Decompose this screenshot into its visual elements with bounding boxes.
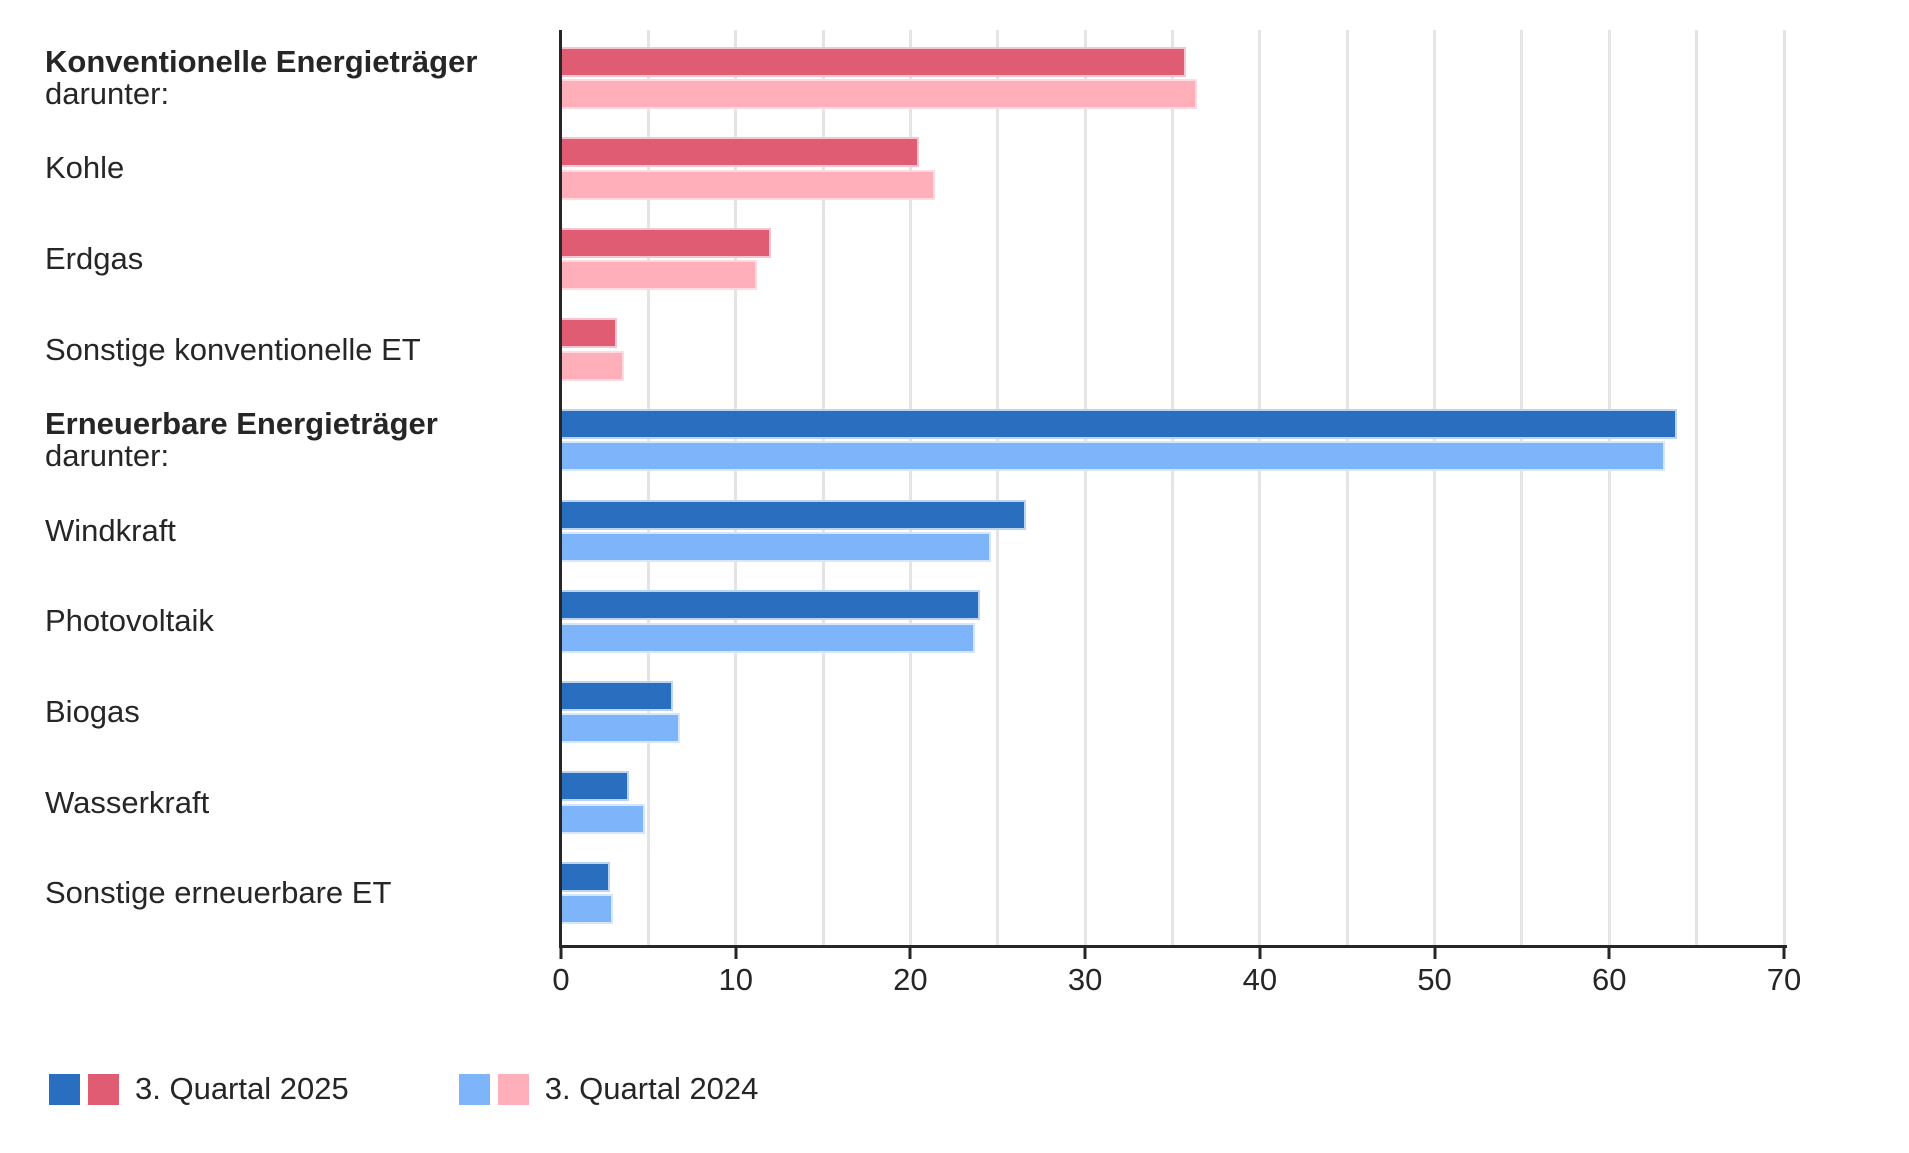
category-header-sublabel: darunter: xyxy=(45,76,170,112)
grid-line-20 xyxy=(908,30,912,945)
category-header-label: Konventionelle Energieträger xyxy=(45,43,478,79)
legend-label-2025: 3. Quartal 2025 xyxy=(135,1071,349,1106)
bar-q3-2024-photovoltaik xyxy=(561,622,976,653)
grid-line-60 xyxy=(1607,30,1611,945)
category-label: Biogas xyxy=(45,694,140,730)
bar-q3-2024-erneuerbare-energietr-ger xyxy=(561,441,1666,472)
tick-label-60: 60 xyxy=(1592,962,1627,997)
tick-mark-70 xyxy=(1782,945,1786,959)
bar-q3-2024-kohle xyxy=(561,169,935,200)
legend-label-2024: 3. Quartal 2024 xyxy=(544,1071,759,1106)
bar-q3-2025-konventionelle-energietr-ger xyxy=(561,46,1187,77)
category-label: Kohle xyxy=(45,150,125,186)
grid-line-30 xyxy=(1083,30,1087,945)
grid-line-15 xyxy=(821,30,825,945)
bar-q3-2024-wasserkraft xyxy=(561,803,645,834)
legend-swatch-red-2025 xyxy=(88,1073,119,1105)
category-label: Erdgas xyxy=(45,241,144,277)
tick-label-20: 20 xyxy=(893,962,928,997)
grid-line-50 xyxy=(1433,30,1437,945)
tick-label-70: 70 xyxy=(1766,962,1802,997)
grid-line-35 xyxy=(1171,30,1174,945)
bar-q3-2025-sonstige-erneuerbare-et xyxy=(561,861,610,892)
bar-q3-2024-biogas xyxy=(561,713,680,744)
tick-label-30: 30 xyxy=(1067,962,1103,997)
category-label: Photovoltaik xyxy=(45,603,214,639)
grid-line-65 xyxy=(1695,30,1699,945)
tick-label-0: 0 xyxy=(552,962,570,997)
legend-swatch-red-2024 xyxy=(497,1073,529,1105)
category-label: Sonstige konventionelle ET xyxy=(45,331,421,367)
grid-line-70 xyxy=(1782,30,1786,945)
tick-label-40: 40 xyxy=(1242,962,1278,997)
bar-q3-2025-sonstige-konventionelle-et xyxy=(561,318,617,349)
tick-label-10: 10 xyxy=(718,962,753,997)
tick-mark-40 xyxy=(1258,945,1262,959)
bar-q3-2025-photovoltaik xyxy=(561,590,981,621)
plot-area xyxy=(561,30,1786,945)
bar-q3-2024-erdgas xyxy=(561,260,757,291)
tick-mark-20 xyxy=(908,945,912,959)
bar-q3-2025-erneuerbare-energietr-ger xyxy=(561,408,1678,439)
bar-q3-2025-kohle xyxy=(561,137,920,168)
bar-q3-2025-windkraft xyxy=(561,499,1026,530)
bar-q3-2024-sonstige-erneuerbare-et xyxy=(561,894,614,925)
bar-q3-2025-biogas xyxy=(561,680,673,711)
tick-mark-50 xyxy=(1433,945,1437,959)
legend-swatch-blue-2025 xyxy=(49,1073,80,1105)
grid-line-55 xyxy=(1520,30,1524,945)
grid-line-45 xyxy=(1345,30,1349,945)
tick-mark-60 xyxy=(1607,945,1611,959)
legend-item-2024: 3. Quartal 2024 xyxy=(458,1071,759,1107)
bar-q3-2024-windkraft xyxy=(561,532,991,562)
bar-q3-2025-wasserkraft xyxy=(561,771,630,802)
legend-swatch-blue-2024 xyxy=(458,1073,490,1105)
category-label: Sonstige erneuerbare ET xyxy=(45,875,392,911)
legend: 3. Quartal 2025 3. Quartal 2024 xyxy=(49,1071,758,1107)
category-header-sublabel: darunter: xyxy=(45,438,170,474)
category-label: Wasserkraft xyxy=(45,784,210,820)
y-axis-line xyxy=(559,30,562,948)
category-label: Windkraft xyxy=(45,512,176,548)
grid-line-10 xyxy=(734,30,738,945)
tick-mark-0 xyxy=(559,945,563,959)
bar-q3-2025-erdgas xyxy=(561,227,771,258)
grid-line-25 xyxy=(996,30,1000,945)
tick-mark-10 xyxy=(734,945,738,959)
tick-label-50: 50 xyxy=(1417,962,1452,997)
x-axis-line xyxy=(559,945,1787,948)
legend-item-2025: 3. Quartal 2025 xyxy=(49,1071,349,1107)
category-header-label: Erneuerbare Energieträger xyxy=(45,406,438,442)
grid-line-40 xyxy=(1258,30,1262,945)
bar-q3-2024-konventionelle-energietr-ger xyxy=(561,79,1197,109)
tick-mark-30 xyxy=(1083,945,1087,959)
grid-line-5 xyxy=(646,30,650,945)
bar-q3-2024-sonstige-konventionelle-et xyxy=(561,350,624,381)
